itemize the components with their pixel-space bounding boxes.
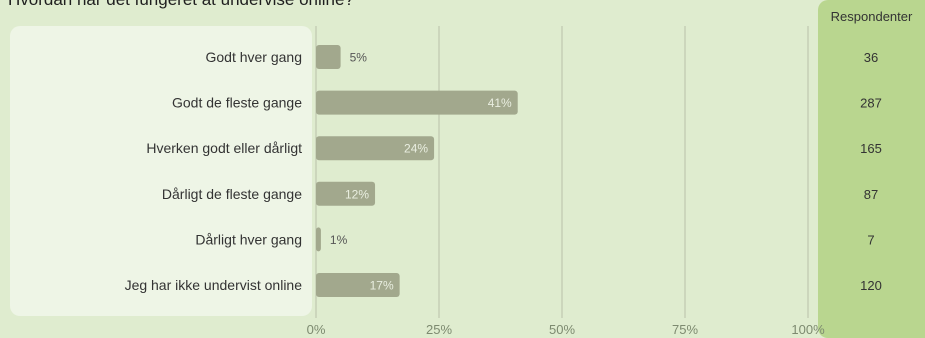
x-tick-label: 100%	[791, 322, 825, 337]
bar	[316, 90, 518, 115]
category-label-panel	[10, 26, 312, 316]
respondents-header: Respondenter	[830, 9, 913, 24]
category-label: Godt de fleste gange	[172, 95, 302, 111]
respondent-count: 287	[860, 96, 882, 111]
respondent-count: 7	[867, 232, 874, 247]
bar	[316, 136, 435, 161]
category-label: Dårligt hver gang	[195, 231, 302, 247]
bar	[316, 181, 376, 206]
respondents-panel	[818, 0, 925, 338]
bar-value-label: 17%	[370, 279, 394, 293]
category-label: Dårligt de fleste gange	[162, 186, 302, 202]
category-label: Godt hver gang	[205, 49, 302, 65]
bar	[316, 273, 400, 297]
x-tick-label: 50%	[549, 322, 575, 337]
bar-value-label: 5%	[350, 51, 368, 65]
respondent-count: 165	[860, 141, 882, 156]
bar-value-label: 24%	[404, 142, 428, 156]
x-tick-label: 0%	[307, 322, 326, 337]
category-label: Jeg har ikke undervist online	[125, 277, 303, 293]
bar-value-label: 12%	[345, 187, 369, 201]
chart-title: Hvordan har det fungeret at undervise on…	[8, 0, 354, 10]
respondent-count: 120	[860, 278, 882, 293]
bar	[316, 227, 321, 252]
bar	[316, 45, 341, 69]
x-tick-label: 25%	[426, 322, 452, 337]
category-label: Hverken godt eller dårligt	[146, 140, 302, 156]
x-tick-label: 75%	[672, 322, 698, 337]
respondent-count: 36	[864, 50, 878, 65]
respondent-count: 87	[864, 187, 878, 202]
bar-value-label: 41%	[488, 96, 512, 110]
bar-value-label: 1%	[330, 233, 348, 247]
